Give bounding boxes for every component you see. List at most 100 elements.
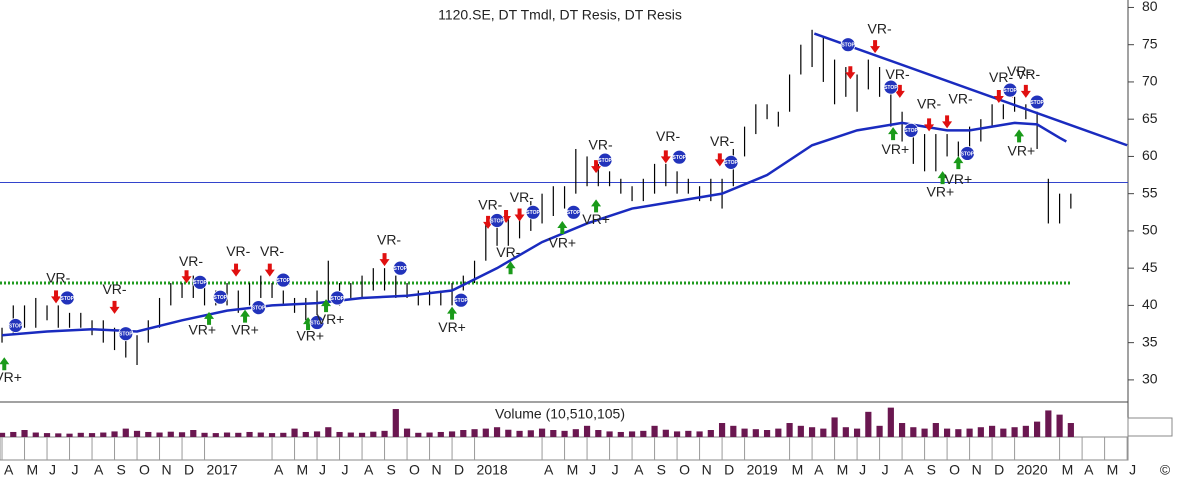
sell-arrow: [109, 300, 120, 314]
buy-arrow: [937, 171, 948, 185]
buy-arrow: [953, 156, 964, 170]
stop-label: STOP: [490, 218, 504, 224]
volume-bar: [257, 432, 264, 437]
x-tick-label: A: [364, 462, 374, 478]
signal-label: VR+: [231, 321, 259, 337]
volume-bar: [178, 432, 186, 437]
x-tick-label: S: [387, 462, 396, 478]
x-tick-label: J: [859, 462, 866, 478]
signal-label: VR+: [296, 327, 324, 343]
stop-label: STOP: [394, 266, 408, 272]
volume-bar: [403, 428, 411, 437]
volume-bar: [977, 427, 984, 437]
x-tick-label: N: [702, 462, 712, 478]
signal-label: VR-: [589, 137, 613, 153]
x-tick-label: J: [49, 462, 56, 478]
stop-icon: STOP: [329, 290, 345, 306]
volume-bar: [313, 431, 321, 437]
stop-label: STOP: [673, 155, 687, 161]
stop-icon: STOP: [525, 204, 540, 220]
volume-bar: [1034, 421, 1041, 437]
stop-icon: STOP: [597, 152, 612, 168]
volume-bar: [32, 432, 39, 437]
stop-icon: STOP: [275, 272, 291, 288]
stop-icon: STOP: [392, 260, 408, 276]
stop-label: STOP: [193, 280, 207, 286]
buy-arrow: [557, 220, 568, 234]
signal-label: VR-: [1016, 66, 1040, 82]
stop-label: STOP: [724, 160, 738, 166]
x-tick-label: 2017: [207, 462, 238, 478]
trend-line: [813, 32, 1128, 147]
volume-bar: [887, 407, 894, 437]
volume-bar: [415, 432, 422, 437]
sell-arrow: [942, 115, 953, 129]
volume-bar: [448, 431, 456, 437]
stop-label: STOP: [310, 320, 324, 326]
volume-bar: [145, 431, 152, 437]
signal-label: VR+: [438, 319, 466, 335]
x-tick-label: A: [1084, 462, 1094, 478]
y-tick-label: 40: [1142, 296, 1158, 312]
volume-bar: [88, 433, 96, 437]
volume-bar: [561, 430, 568, 437]
buy-arrow: [204, 311, 215, 325]
x-tick-label: M: [837, 462, 849, 478]
stop-sign: [959, 146, 975, 161]
volume-bar: [606, 431, 613, 437]
volume-bar: [167, 431, 174, 437]
stop-icon: STOP: [59, 290, 75, 306]
volume-bar: [43, 433, 51, 437]
sell-arrow: [660, 150, 671, 164]
volume-bar: [763, 430, 771, 437]
volume-bar: [617, 431, 624, 437]
x-tick-label: J: [319, 462, 326, 478]
x-tick-label: A: [814, 462, 824, 478]
stop-icon: STOP: [723, 154, 738, 170]
x-tick-label: S: [927, 462, 936, 478]
stop-icon: STOP: [1002, 82, 1018, 98]
x-tick-label: A: [904, 462, 914, 478]
volume-bar: [358, 432, 366, 437]
x-tick-label: 2019: [747, 462, 778, 478]
volume-bar: [1067, 423, 1074, 437]
stop-sign: [840, 37, 856, 53]
sell-arrow: [870, 40, 881, 54]
volume-bar: [673, 431, 681, 437]
volume-bar: [100, 432, 107, 437]
volume-bar: [1022, 425, 1029, 437]
volume-bar: [482, 428, 489, 437]
stop-label: STOP: [961, 151, 975, 157]
signal-label: VR+: [927, 184, 955, 200]
sell-arrow: [379, 253, 390, 267]
sell-arrow: [894, 84, 905, 98]
x-tick-label: A: [544, 462, 554, 478]
volume-bar: [516, 430, 523, 437]
stop-label: STOP: [119, 332, 133, 338]
buy-arrow: [505, 261, 516, 275]
stop-icon: STOP: [903, 122, 919, 138]
volume-bar: [696, 431, 703, 437]
stop-sign: [392, 260, 408, 276]
signal-label: VR+: [548, 234, 576, 250]
signal-label: VR+: [317, 311, 345, 327]
stop-icon: STOP: [671, 149, 687, 165]
sell-arrow: [1020, 84, 1031, 98]
stop-sign: [329, 290, 345, 306]
volume-bar: [640, 430, 647, 437]
sell-arrow: [181, 270, 192, 284]
volume-bar: [460, 430, 467, 437]
stop-label: STOP: [567, 210, 581, 216]
volume-bar: [921, 428, 928, 437]
stop-icon: STOP: [192, 274, 207, 290]
volume-bar: [10, 431, 17, 437]
buy-arrow: [888, 127, 899, 141]
sell-arrow: [51, 290, 62, 304]
volume-bar: [437, 431, 444, 437]
signal-label: VR-: [1007, 63, 1031, 79]
y-tick-label: 70: [1142, 73, 1158, 89]
volume-bar: [347, 432, 354, 437]
x-tick-label: J: [612, 462, 619, 478]
volume-bar: [111, 431, 118, 437]
volume-bar: [223, 432, 231, 437]
